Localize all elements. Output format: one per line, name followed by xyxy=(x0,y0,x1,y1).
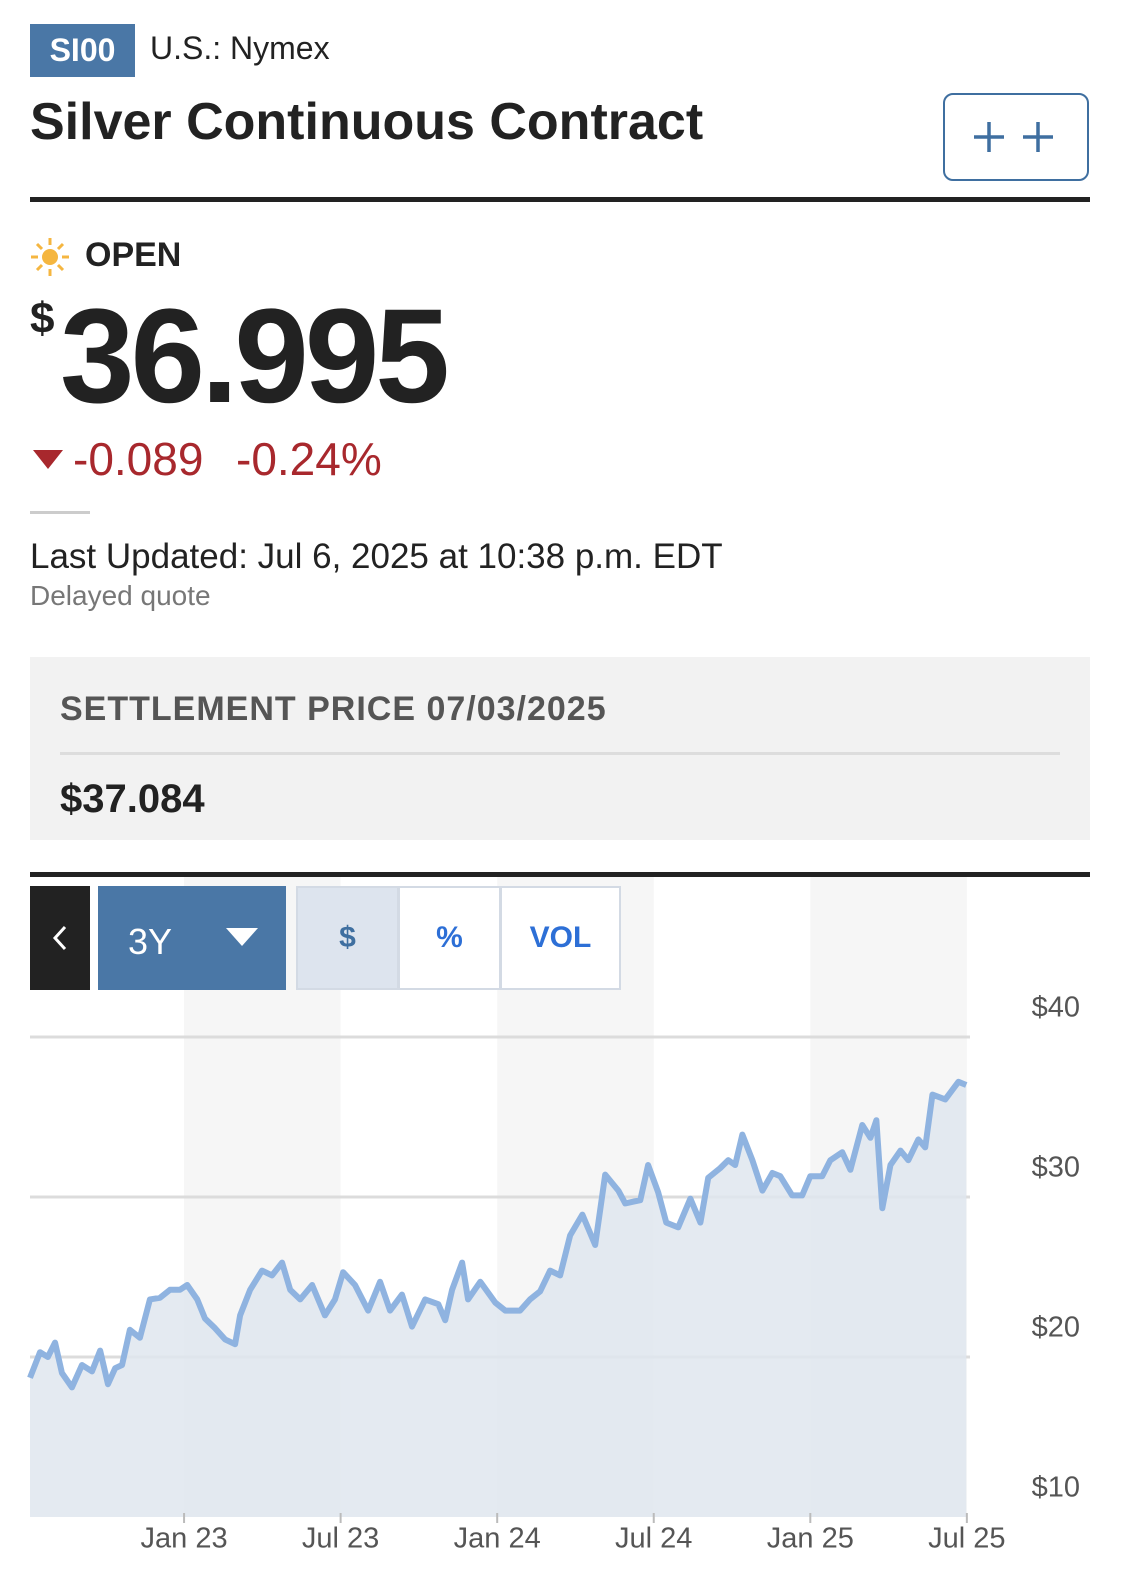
mode-button[interactable]: % xyxy=(398,886,501,990)
range-dropdown[interactable]: 3Y xyxy=(98,886,286,990)
delay-note: Delayed quote xyxy=(30,580,211,611)
y-tick-label: $30 xyxy=(1032,1152,1080,1184)
x-tick-label: Jan 25 xyxy=(767,1523,854,1555)
symbol: SI00 xyxy=(30,24,135,77)
x-tick-label: Jul 24 xyxy=(615,1523,692,1555)
last-updated: Last Updated: Jul 6, 2025 at 10:38 p.m. … xyxy=(30,537,723,576)
area xyxy=(30,1081,967,1517)
divider xyxy=(30,197,1090,202)
change-percent: -0.24% xyxy=(236,433,382,485)
dropdown-arrow xyxy=(226,928,258,946)
back-button[interactable] xyxy=(30,886,90,990)
chevron xyxy=(52,925,67,951)
y-tick-label: $40 xyxy=(1032,992,1080,1024)
short-rule xyxy=(30,511,90,514)
currency: $ xyxy=(30,294,55,343)
settlement-label: SETTLEMENT PRICE 07/03/2025 xyxy=(60,690,607,728)
x-tick-label: Jan 24 xyxy=(454,1523,541,1555)
add-watchlist-button[interactable] xyxy=(943,93,1089,181)
x-tick-label: Jul 23 xyxy=(302,1523,379,1555)
y-tick-label: $10 xyxy=(1032,1472,1080,1504)
change: -0.089 xyxy=(73,433,204,485)
price: 36.995 xyxy=(60,282,450,431)
market-status: OPEN xyxy=(85,236,182,274)
title: Silver Continuous Contract xyxy=(30,93,704,151)
settlement-box: SETTLEMENT PRICE 07/03/2025 $37.084 xyxy=(30,657,1090,840)
line xyxy=(27,1078,968,1391)
settlement-price: $37.084 xyxy=(60,777,205,821)
exchange: U.S.: Nymex xyxy=(150,30,330,66)
x-tick-label: Jul 25 xyxy=(928,1523,1005,1555)
sun-icon xyxy=(31,238,69,276)
plus-icons xyxy=(974,122,1053,152)
mode-button[interactable]: $ xyxy=(296,886,399,990)
mode-button[interactable]: VOL xyxy=(500,886,621,990)
x-tick-label: Jan 23 xyxy=(141,1523,228,1555)
down-arrow xyxy=(33,450,63,469)
range-label: 3Y xyxy=(128,921,173,962)
divider xyxy=(30,872,1090,877)
settlement-rule xyxy=(60,752,1060,755)
y-tick-label: $20 xyxy=(1032,1312,1080,1344)
